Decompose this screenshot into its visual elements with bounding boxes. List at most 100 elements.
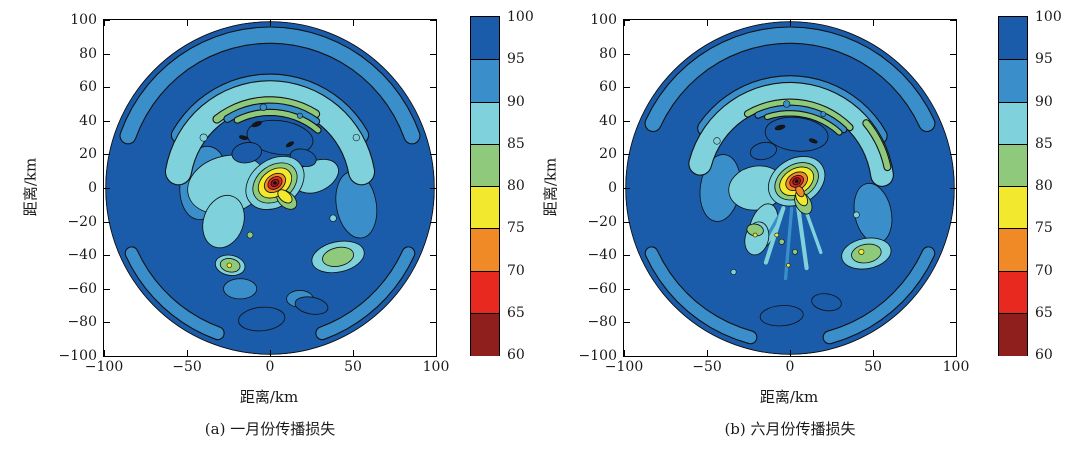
y-axis-tick	[950, 154, 956, 156]
y-axis-tick	[104, 154, 110, 156]
x-axis-tick	[270, 350, 271, 356]
x-axis-tick	[624, 350, 625, 356]
colorbar-cell	[999, 59, 1027, 103]
colorbar-cell	[999, 312, 1027, 356]
contour-blob	[246, 119, 314, 156]
y-axis-tick	[624, 120, 630, 122]
x-axis-label: 距离/km	[759, 388, 819, 406]
y-tick-label: 0	[88, 180, 97, 196]
contour-canvas	[105, 21, 435, 355]
x-axis-tick	[270, 20, 271, 26]
colorbar-cell	[999, 101, 1027, 145]
colorbar-label: 65	[507, 304, 525, 321]
contour-band	[213, 97, 320, 123]
x-tick-label: 100	[422, 359, 450, 375]
contour-band	[224, 103, 320, 125]
colorbar-label: 65	[1035, 304, 1053, 321]
x-tick-label: 0	[265, 359, 275, 375]
colorbar-label: 85	[507, 135, 525, 152]
contour-speck	[246, 231, 254, 239]
contour-blob	[231, 142, 262, 164]
y-axis-tick	[430, 188, 436, 189]
contour-blob	[251, 121, 262, 128]
y-tick-label: −80	[587, 314, 617, 331]
y-axis-tick	[104, 20, 110, 21]
x-axis-tick	[790, 20, 791, 26]
contour-band	[316, 247, 415, 340]
contour-blob	[811, 293, 842, 312]
y-tick-label: −60	[587, 280, 617, 297]
y-axis-tick	[950, 221, 956, 223]
x-axis-tick	[436, 20, 437, 26]
colorbar-label: 80	[1035, 178, 1053, 194]
x-axis-tick	[624, 20, 625, 26]
contour-band	[645, 247, 757, 344]
subfigure-caption: (b) 六月份传播损失	[724, 420, 856, 438]
x-axis-tick	[436, 350, 437, 356]
colorbar-label: 95	[507, 51, 525, 68]
contour-speck	[273, 181, 277, 185]
y-tick-label: −100	[578, 348, 617, 364]
y-axis-tick	[950, 87, 956, 89]
contour-band	[166, 81, 374, 185]
x-axis-tick	[353, 350, 354, 356]
contour-speck	[226, 262, 232, 268]
contour-speck	[820, 111, 826, 117]
colorbar-label: 75	[507, 220, 525, 237]
y-axis-tick	[430, 154, 436, 156]
y-axis-tick	[104, 120, 110, 122]
y-axis-tick	[624, 288, 630, 290]
y-axis-tick	[624, 356, 630, 357]
x-tick-label: −50	[172, 359, 202, 375]
contour-speck	[783, 100, 791, 108]
y-axis-tick	[430, 20, 436, 21]
x-axis-tick	[187, 20, 188, 26]
x-tick-label: −50	[692, 359, 722, 375]
y-axis-tick	[950, 322, 956, 324]
x-tick-label: −100	[604, 359, 644, 375]
y-axis-tick	[104, 221, 110, 223]
colorbar-cell	[471, 143, 499, 187]
x-axis-tick	[873, 20, 874, 26]
colorbar-label: 75	[1035, 220, 1053, 237]
colorbar-cell	[999, 270, 1027, 314]
y-axis-tick	[624, 154, 630, 156]
colorbar-label: 95	[1035, 51, 1053, 68]
colorbar-cell	[999, 143, 1027, 187]
contour-blob	[851, 243, 882, 264]
y-tick-label: −40	[67, 247, 97, 264]
colorbar-label: 60	[507, 347, 525, 363]
colorbar-label: 80	[507, 178, 525, 194]
panel-june: 距离/km −100 −50 0 50 100 100 80 60 40 20 0 −20 −40 −60…	[520, 0, 1062, 460]
contour-blob	[322, 246, 355, 267]
x-axis-tick	[707, 20, 708, 26]
contour-blob	[238, 306, 286, 332]
contour-speck	[329, 214, 337, 222]
colorbar: 100 95 90 85 80 75 70 65 60	[470, 10, 534, 362]
colorbar-cell	[471, 270, 499, 314]
y-axis-tick	[950, 188, 956, 189]
contour-speck	[296, 112, 303, 119]
y-axis-label: 距离/km	[21, 157, 40, 217]
contour-blob	[223, 278, 258, 300]
contour-speck	[199, 133, 208, 142]
y-axis-tick	[950, 53, 956, 55]
colorbar-cell	[999, 228, 1027, 272]
y-axis-tick	[430, 288, 436, 290]
contour-speck	[792, 249, 798, 255]
y-tick-label: 0	[608, 180, 617, 196]
y-tick-label: 40	[599, 112, 617, 129]
panel-january: 距离/km −100 −50 0 50 100 100 80 60 40 20 0 −20 −40 −60…	[21, 10, 534, 438]
y-axis-tick	[624, 255, 630, 257]
y-axis-tick	[104, 288, 110, 290]
contour-speck	[713, 137, 721, 145]
x-axis-tick	[790, 350, 791, 356]
x-axis-tick	[104, 350, 105, 356]
y-tick-label: 20	[599, 146, 617, 163]
contour-band	[765, 111, 842, 135]
colorbar-label: 70	[507, 262, 525, 279]
y-tick-label: −20	[587, 213, 617, 230]
contour-blob	[238, 135, 248, 140]
contour-speck	[853, 211, 860, 219]
y-tick-label: 60	[599, 79, 617, 96]
